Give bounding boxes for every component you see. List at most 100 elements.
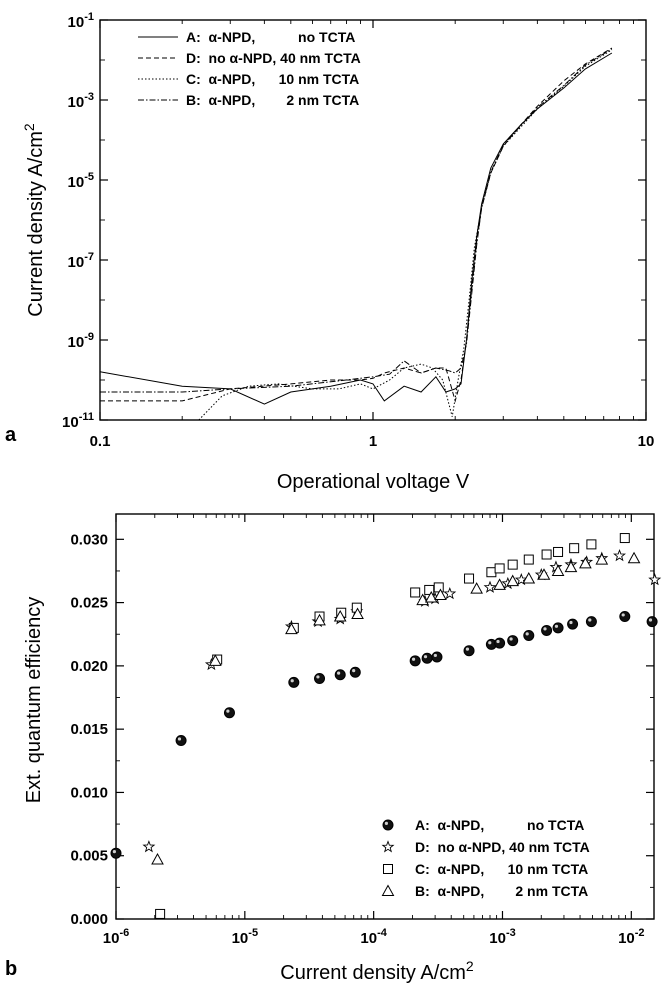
panel-b-point — [349, 666, 361, 678]
panel-b-point — [486, 567, 497, 578]
panel-b-point-highlight — [433, 653, 437, 658]
panel-b-series — [110, 533, 662, 919]
panel-b-x-tick-label-exp: -4 — [377, 927, 388, 939]
panel-a-y-axis-title-main: Current density A/cm — [25, 131, 47, 317]
panel-b-point-highlight — [290, 679, 294, 683]
panel-b-legend-swatch-highlight — [384, 821, 388, 826]
panel-b-x-tick-label-exp: -3 — [506, 927, 516, 939]
panel-a-series — [99, 47, 613, 421]
panel-b-y-tick-label: 0.020 — [70, 658, 108, 675]
panel-b-legend-swatch — [382, 819, 394, 831]
panel-b-point-highlight — [488, 641, 492, 645]
panel-a-y-tick-label-base: 10 — [68, 94, 85, 111]
panel-b-point — [483, 580, 497, 593]
panel-b-point-highlight — [316, 675, 320, 679]
panel-b-point — [552, 622, 564, 634]
panel-b-point — [351, 607, 364, 619]
panel-b-point — [155, 908, 166, 919]
panel-a-series-line — [100, 48, 613, 393]
panel-b-point — [424, 590, 438, 603]
panel-b-point — [595, 553, 609, 565]
panel-b-point — [537, 568, 551, 580]
panel-b-x-tick-label-base: 10 — [103, 930, 120, 947]
panel-a-x-tick-label: 0.1 — [90, 433, 111, 450]
panel-a-y-tick-label-exp: -11 — [79, 411, 94, 423]
panel-b-point — [421, 652, 433, 664]
panel-b-point-highlight — [423, 655, 428, 659]
panel-b-point-highlight — [465, 647, 470, 651]
panel-b-point — [409, 655, 421, 667]
panel-b-point — [313, 613, 326, 626]
panel-b-x-tick-label-exp: -6 — [119, 927, 129, 939]
panel-b-y-tick-label: 0.010 — [70, 784, 108, 801]
panel-a-legend: A: α-NPD, no TCTA D: no α-NPD, 40 nm TCTA… — [138, 29, 361, 108]
panel-a-x-tick-label: 1 — [369, 433, 377, 450]
panel-a-y-tick-label: 10-11 — [62, 411, 94, 431]
panel-a-y-tick-label-exp: -1 — [84, 11, 94, 23]
panel-b-point — [434, 588, 447, 600]
panel-b-point — [463, 645, 475, 657]
panel-a-y-tick-label-base: 10 — [62, 414, 79, 431]
panel-b-x-axis-title: Current density A/cm2 — [280, 958, 474, 984]
panel-a-y-tick-label: 10-7 — [68, 251, 94, 271]
panel-b-x-tick-label: 10-6 — [103, 927, 129, 947]
panel-b-legend-label: A: α-NPD, no TCTA — [415, 817, 584, 833]
panel-b-legend-swatch — [381, 840, 395, 853]
panel-b-point — [648, 573, 662, 586]
panel-b-x-tick-label-exp: -2 — [635, 927, 645, 939]
panel-a-y-tick-label-exp: -5 — [84, 171, 94, 183]
panel-b-point — [410, 587, 421, 598]
panel-b-x-axis-title-main: Current density A/cm — [280, 962, 466, 984]
panel-b-point — [494, 637, 506, 649]
panel-a-label: a — [5, 424, 17, 446]
panel-a-y-tick-label: 10-9 — [68, 331, 94, 351]
panel-b-x-tick-label-base: 10 — [489, 930, 506, 947]
panel-b-point — [333, 609, 347, 622]
panel-a-x-axis-title: Operational voltage V — [277, 471, 470, 493]
panel-b-x-tick-label-base: 10 — [618, 930, 635, 947]
panel-a-legend-label: B: α-NPD, 2 nm TCTA — [186, 92, 359, 108]
panel-b-point — [569, 543, 580, 554]
panel-b-point — [522, 572, 536, 584]
panel-a-legend-label: A: α-NPD, no TCTA — [186, 29, 355, 45]
panel-a-legend-label: D: no α-NPD, 40 nm TCTA — [186, 50, 361, 66]
panel-b-plot-frame — [115, 513, 655, 920]
panel-b-legend-swatch — [383, 864, 393, 874]
panel-b-point — [567, 618, 579, 630]
panel-b-point — [523, 630, 535, 641]
panel-b-y-tick-label: 0.030 — [70, 531, 108, 548]
panel-b-point — [142, 840, 156, 853]
panel-b-point — [541, 624, 553, 636]
panel-b-point — [433, 582, 444, 593]
panel-b-point — [506, 574, 520, 587]
panel-b-point — [586, 539, 597, 550]
panel-a-y-tick-label-exp: -9 — [84, 331, 94, 343]
panel-b-point — [464, 573, 475, 584]
panel-b-point — [110, 847, 122, 859]
panel-b-point-highlight — [496, 639, 500, 644]
panel-b-x-tick-label: 10-3 — [489, 927, 515, 947]
panel-b-point — [507, 635, 519, 647]
panel-b-point-highlight — [621, 613, 625, 617]
panel-b-point — [314, 673, 326, 685]
panel-a-y-tick-label: 10-5 — [68, 171, 94, 191]
panel-b-y-tick-label: 0.005 — [70, 848, 108, 865]
panel-b-point-highlight — [112, 849, 116, 854]
panel-b-point — [627, 551, 641, 564]
panel-b-point-highlight — [525, 632, 529, 636]
panel-b-legend-label: B: α-NPD, 2 nm TCTA — [415, 883, 588, 899]
panel-a-y-tick-label-exp: -3 — [84, 91, 94, 103]
panel-b-point-highlight — [588, 618, 592, 622]
panel-b-x-axis-title-sup: 2 — [466, 958, 474, 974]
panel-b-point — [424, 584, 435, 595]
panel-b-point-highlight — [569, 620, 573, 625]
panel-b-point — [564, 560, 578, 573]
panel-a-y-tick-label-base: 10 — [68, 174, 85, 191]
panel-a-y-tick-label: 10-3 — [68, 91, 94, 111]
panel-b-legend-label: D: no α-NPD, 40 nm TCTA — [415, 839, 590, 855]
panel-b-point-highlight — [411, 657, 416, 661]
panel-b-point — [494, 563, 505, 574]
panel-a-y-tick-label-base: 10 — [68, 334, 85, 351]
